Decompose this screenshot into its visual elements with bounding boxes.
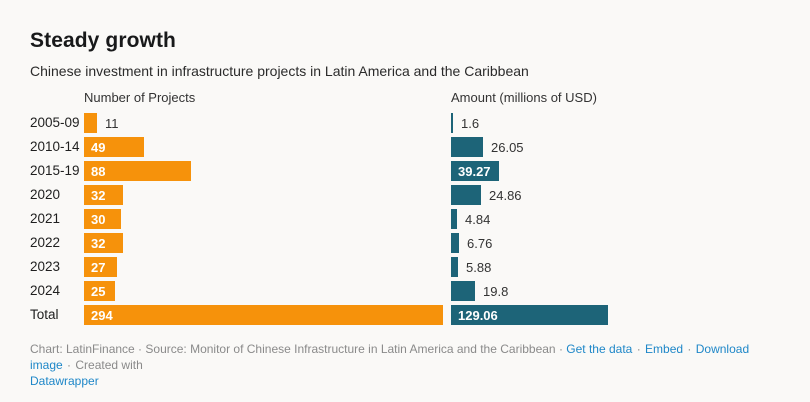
bar-value-label: 6.76 xyxy=(467,235,493,251)
amount-bar xyxy=(451,281,475,301)
projects-bar: 32 xyxy=(84,233,123,253)
amount-bar xyxy=(451,209,457,229)
column-header-amount: Amount (millions of USD) xyxy=(451,90,597,105)
table-row: 2005-09 11 1.6 xyxy=(30,111,780,135)
bar-value-label: 19.8 xyxy=(483,283,509,299)
amount-bar-cell: 26.05 xyxy=(451,135,780,159)
bar-value-label: 25 xyxy=(91,283,106,299)
footer-separator: · xyxy=(636,342,641,356)
amount-bar-cell: 129.06 xyxy=(451,303,780,327)
amount-bar xyxy=(451,137,483,157)
table-row: Total 294 129.06 xyxy=(30,303,780,327)
table-row: 2021 30 4.84 xyxy=(30,207,780,231)
bar-value-label: 1.6 xyxy=(461,115,480,131)
projects-bar-cell: 294 xyxy=(84,303,451,327)
bar-table: 2005-09 11 1.6 2010-14 49 26.05 2015-19 88 39.27… xyxy=(30,111,780,327)
footer-credit: Chart: LatinFinance · Source: Monitor of… xyxy=(30,342,563,356)
row-label: 2005-09 xyxy=(30,115,80,130)
amount-bar-cell: 4.84 xyxy=(451,207,780,231)
projects-bar: 25 xyxy=(84,281,115,301)
projects-bar-cell: 49 xyxy=(84,135,451,159)
download-image-link[interactable]: Download image xyxy=(30,342,750,372)
projects-bar xyxy=(84,113,97,133)
bar-value-label: 39.27 xyxy=(458,163,491,179)
projects-bar-cell: 32 xyxy=(84,231,451,255)
projects-bar-cell: 11 xyxy=(84,111,451,135)
datawrapper-link[interactable]: Datawrapper xyxy=(30,374,99,388)
footer: Chart: LatinFinance · Source: Monitor of… xyxy=(30,341,780,389)
bar-value-label: 129.06 xyxy=(458,307,498,323)
projects-bar: 294 xyxy=(84,305,443,325)
table-row: 2020 32 24.86 xyxy=(30,183,780,207)
bar-value-label: 27 xyxy=(91,259,106,275)
table-row: 2015-19 88 39.27 xyxy=(30,159,780,183)
chart-subtitle: Chinese investment in infrastructure pro… xyxy=(30,63,529,79)
projects-bar-cell: 25 xyxy=(84,279,451,303)
bar-value-label: 32 xyxy=(91,187,106,203)
amount-bar-cell: 1.6 xyxy=(451,111,780,135)
amount-bar xyxy=(451,113,453,133)
amount-bar xyxy=(451,185,481,205)
projects-bar-cell: 32 xyxy=(84,183,451,207)
table-row: 2022 32 6.76 xyxy=(30,231,780,255)
footer-separator: · xyxy=(67,358,72,372)
row-label: 2024 xyxy=(30,283,61,298)
embed-link[interactable]: Embed xyxy=(645,342,684,356)
bar-value-label: 26.05 xyxy=(491,139,524,155)
bar-value-label: 11 xyxy=(105,115,119,131)
get-the-data-link[interactable]: Get the data xyxy=(566,342,633,356)
bar-value-label: 32 xyxy=(91,235,106,251)
amount-bar xyxy=(451,257,458,277)
bar-value-label: 294 xyxy=(91,307,113,323)
row-label: 2023 xyxy=(30,259,61,274)
bar-value-label: 5.88 xyxy=(466,259,492,275)
footer-separator: · xyxy=(687,342,692,356)
row-label: 2010-14 xyxy=(30,139,80,154)
projects-bar-cell: 27 xyxy=(84,255,451,279)
amount-bar xyxy=(451,233,459,253)
amount-bar-cell: 39.27 xyxy=(451,159,780,183)
projects-bar: 30 xyxy=(84,209,121,229)
projects-bar-cell: 88 xyxy=(84,159,451,183)
column-headers: Number of Projects Amount (millions of U… xyxy=(30,90,780,107)
row-label: 2021 xyxy=(30,211,61,226)
amount-bar-cell: 5.88 xyxy=(451,255,780,279)
amount-bar: 129.06 xyxy=(451,305,608,325)
projects-bar: 88 xyxy=(84,161,191,181)
page-title: Steady growth xyxy=(30,29,176,52)
table-row: 2010-14 49 26.05 xyxy=(30,135,780,159)
bar-value-label: 49 xyxy=(91,139,106,155)
bar-value-label: 4.84 xyxy=(465,211,491,227)
bar-value-label: 88 xyxy=(91,163,106,179)
row-label: 2020 xyxy=(30,187,61,202)
projects-bar: 27 xyxy=(84,257,117,277)
bar-value-label: 30 xyxy=(91,211,106,227)
amount-bar: 39.27 xyxy=(451,161,499,181)
row-label: Total xyxy=(30,307,59,322)
table-row: 2023 27 5.88 xyxy=(30,255,780,279)
bar-value-label: 24.86 xyxy=(489,187,522,203)
table-row: 2024 25 19.8 xyxy=(30,279,780,303)
row-label: 2015-19 xyxy=(30,163,80,178)
projects-bar: 32 xyxy=(84,185,123,205)
amount-bar-cell: 19.8 xyxy=(451,279,780,303)
projects-bar: 49 xyxy=(84,137,144,157)
projects-bar-cell: 30 xyxy=(84,207,451,231)
amount-bar-cell: 24.86 xyxy=(451,183,780,207)
amount-bar-cell: 6.76 xyxy=(451,231,780,255)
footer-created-with: Created with xyxy=(75,358,143,372)
row-label: 2022 xyxy=(30,235,61,250)
column-header-projects: Number of Projects xyxy=(84,90,196,105)
